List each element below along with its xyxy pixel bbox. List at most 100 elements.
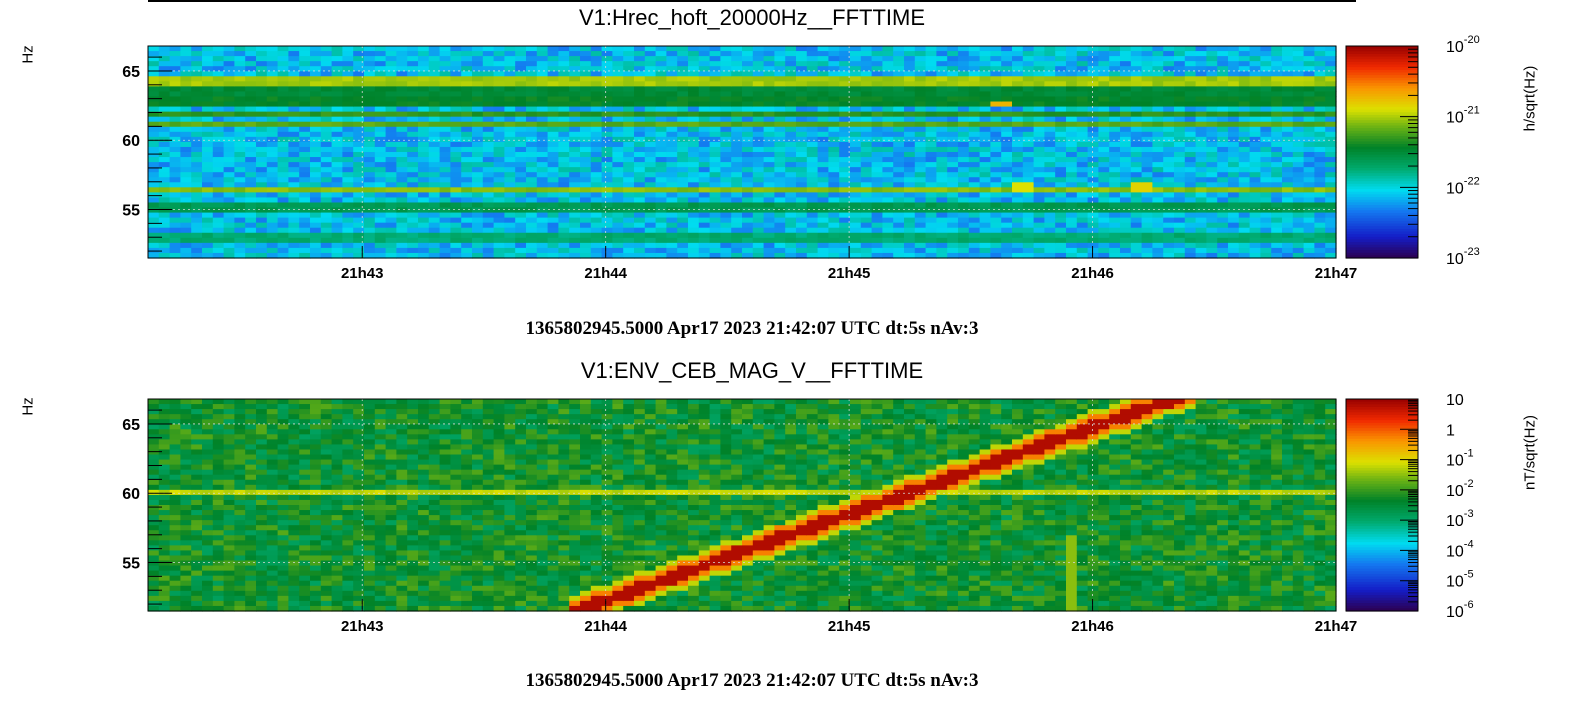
heatmap-cell xyxy=(1152,121,1164,128)
heatmap-cell xyxy=(407,247,419,254)
heatmap-cell xyxy=(904,172,916,178)
heatmap-cell xyxy=(212,232,225,239)
heatmap-cell xyxy=(331,232,343,239)
heatmap-cell xyxy=(148,146,160,153)
heatmap-cell xyxy=(601,192,613,199)
heatmap-cell xyxy=(677,141,689,148)
heatmap-cell xyxy=(936,56,948,62)
heatmap-cell xyxy=(634,91,646,98)
heatmap-cell xyxy=(1044,146,1056,153)
heatmap-cell xyxy=(266,121,279,128)
heatmap-cell xyxy=(828,81,840,87)
heatmap-cell xyxy=(817,152,829,158)
heatmap-cell xyxy=(148,565,160,572)
heatmap-cell xyxy=(806,187,819,193)
heatmap-cell xyxy=(1282,121,1294,128)
heatmap-cell xyxy=(569,152,581,158)
heatmap-cell xyxy=(223,167,235,173)
heatmap-cell xyxy=(1249,81,1261,87)
heatmap-cell xyxy=(374,106,387,113)
heatmap-cell xyxy=(1141,96,1153,103)
top-frame-rule xyxy=(148,0,1356,2)
heatmap-cell xyxy=(277,217,289,224)
heatmap-cell xyxy=(882,227,894,234)
heatmap-cell xyxy=(688,237,700,244)
heatmap-cell xyxy=(601,126,613,133)
heatmap-cell xyxy=(169,162,181,168)
heatmap-cell xyxy=(1292,197,1305,204)
heatmap-cell xyxy=(374,61,387,67)
heatmap-cell xyxy=(493,247,505,254)
heatmap-cell xyxy=(1238,242,1251,249)
heatmap-cell xyxy=(234,96,246,103)
heatmap-cell xyxy=(493,91,505,98)
heatmap-cell xyxy=(752,76,765,82)
heatmap-cell xyxy=(1184,182,1197,188)
heatmap-cell xyxy=(256,131,268,138)
heatmap-cell xyxy=(1141,222,1153,229)
heatmap-cell xyxy=(990,81,1002,87)
heatmap-cell xyxy=(1076,61,1089,67)
heatmap-cell xyxy=(1303,207,1315,214)
heatmap-cell xyxy=(1249,232,1261,239)
heatmap-cell xyxy=(1012,66,1024,72)
heatmap-cell xyxy=(1174,101,1186,108)
heatmap-cell xyxy=(1152,91,1164,98)
heatmap-cell xyxy=(515,71,527,77)
heatmap-cell xyxy=(580,227,592,234)
heatmap-cell xyxy=(180,590,192,597)
heatmap-cell xyxy=(698,242,711,249)
heatmap-cell xyxy=(979,96,991,103)
heatmap-cell xyxy=(482,56,495,62)
heatmap-cell xyxy=(644,51,657,57)
heatmap-cell xyxy=(202,242,214,249)
heatmap-cell xyxy=(1217,141,1229,148)
heatmap-cell xyxy=(461,167,473,173)
heatmap-cell xyxy=(1001,101,1013,108)
heatmap-cell xyxy=(169,157,181,163)
heatmap-cell xyxy=(461,192,473,199)
heatmap-cell xyxy=(936,152,948,158)
heatmap-cell xyxy=(1055,101,1067,108)
heatmap-cell xyxy=(752,111,765,118)
heatmap-cell xyxy=(850,202,862,209)
heatmap-cell xyxy=(223,106,235,113)
heatmap-cell xyxy=(958,76,970,82)
heatmap-cell xyxy=(644,197,657,204)
heatmap-cell xyxy=(1195,202,1207,209)
heatmap-cell xyxy=(526,141,538,148)
heatmap-cell xyxy=(731,141,743,148)
heatmap-cell xyxy=(958,202,970,209)
heatmap-cell xyxy=(1022,131,1035,138)
heatmap-cell xyxy=(558,162,570,168)
heatmap-cell xyxy=(1163,101,1175,108)
heatmap-cell xyxy=(547,152,559,158)
heatmap-cell xyxy=(364,56,376,62)
heatmap-cell xyxy=(796,46,808,52)
heatmap-cell xyxy=(1012,217,1024,224)
heatmap-cell xyxy=(288,232,300,239)
heatmap-cell xyxy=(169,595,181,602)
heatmap-cell xyxy=(947,106,959,113)
heatmap-cell xyxy=(1076,237,1089,244)
heatmap-cell xyxy=(882,177,894,183)
heatmap-cell xyxy=(580,177,592,183)
heatmap-cell xyxy=(990,237,1002,244)
heatmap-cell xyxy=(331,177,343,183)
heatmap-cell xyxy=(990,242,1002,249)
heatmap-cell xyxy=(191,131,203,138)
heatmap-cell xyxy=(493,242,505,249)
heatmap-cell xyxy=(191,605,203,612)
heatmap-cell xyxy=(990,192,1002,199)
heatmap-cell xyxy=(1260,141,1272,148)
heatmap-cell xyxy=(1012,136,1024,143)
heatmap-cell xyxy=(1087,91,1099,98)
heatmap-cell xyxy=(655,61,667,67)
heatmap-cell xyxy=(860,91,873,98)
heatmap-cell xyxy=(731,131,743,138)
heatmap-cell xyxy=(720,232,732,239)
heatmap-cell xyxy=(407,121,419,128)
heatmap-cell xyxy=(698,207,711,214)
heatmap-cell xyxy=(1109,187,1121,193)
heatmap-cell xyxy=(407,187,419,193)
